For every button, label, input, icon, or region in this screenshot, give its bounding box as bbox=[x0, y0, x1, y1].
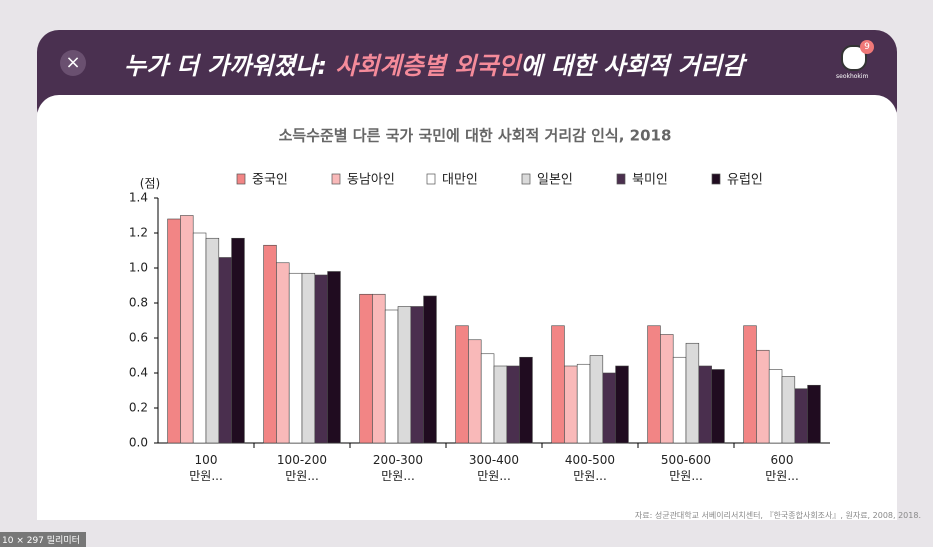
legend-swatch bbox=[616, 173, 626, 185]
bar bbox=[602, 372, 616, 444]
x-tick-label: 300-400 만원... bbox=[468, 453, 520, 483]
y-tick-label: 0.6 bbox=[129, 331, 148, 345]
x-tick-label: 100-200 만원... bbox=[276, 453, 328, 483]
bar bbox=[506, 365, 520, 444]
source: 자료: 성균관대학교 서베이리서치센터, 『한국종합사회조사』, 원자료, 20… bbox=[634, 511, 921, 520]
title-highlight: 사회계층별 외국인 bbox=[335, 52, 521, 80]
bar bbox=[359, 293, 373, 444]
bar bbox=[756, 349, 770, 444]
y-tick-label: 1.2 bbox=[129, 226, 148, 240]
legend-swatch bbox=[331, 173, 341, 185]
bar bbox=[493, 365, 508, 444]
bar bbox=[743, 325, 757, 444]
bar bbox=[231, 237, 245, 444]
bar bbox=[660, 334, 674, 444]
x-tick-label: 500-600 만원... bbox=[660, 453, 712, 483]
bar bbox=[589, 355, 604, 444]
bar bbox=[372, 293, 386, 444]
legend-swatch bbox=[426, 173, 436, 185]
y-axis-label: (점) bbox=[140, 177, 160, 191]
bar bbox=[698, 365, 712, 444]
x-tick-label: 200-300 만원... bbox=[372, 453, 424, 483]
legend-label: 유럽인 bbox=[727, 173, 763, 188]
bar bbox=[711, 369, 725, 444]
x-tick-label: 400-500 만원... bbox=[564, 453, 616, 483]
y-tick-label: 0.2 bbox=[129, 401, 148, 415]
bar bbox=[263, 244, 277, 444]
bar bbox=[192, 232, 207, 444]
user-name: seokhokim bbox=[836, 73, 869, 80]
bar bbox=[576, 363, 591, 444]
bar bbox=[794, 388, 808, 444]
bar bbox=[314, 274, 328, 444]
close-button[interactable]: × bbox=[60, 50, 86, 76]
bar bbox=[180, 215, 194, 444]
legend-swatch bbox=[711, 173, 721, 185]
legend-label: 북미인 bbox=[632, 173, 668, 188]
page-title: 누가 더 가까워졌나: 사회계층별 외국인에 대한 사회적 거리감 bbox=[124, 46, 744, 81]
bar bbox=[288, 272, 303, 444]
legend-label: 대만인 bbox=[442, 173, 478, 188]
legend-swatch bbox=[236, 173, 246, 185]
bar bbox=[807, 384, 821, 444]
badge: 9 bbox=[860, 40, 874, 54]
bar bbox=[276, 262, 290, 444]
bar bbox=[781, 376, 796, 444]
title-part: 에 대한 사회적 거리감 bbox=[520, 52, 745, 80]
bar bbox=[519, 356, 533, 444]
bar bbox=[647, 325, 661, 444]
bar bbox=[205, 237, 220, 444]
bar bbox=[423, 295, 437, 444]
chart-title: 소득수준별 다른 국가 국민에 대한 사회적 거리감 인식, 2018 bbox=[279, 127, 672, 145]
bar bbox=[672, 356, 687, 444]
legend-label: 중국인 bbox=[252, 173, 288, 188]
bar bbox=[564, 365, 578, 444]
x-tick-label: 600 만원... bbox=[765, 453, 799, 483]
bar bbox=[397, 306, 412, 444]
x-tick-label: 100 만원... bbox=[189, 453, 223, 483]
y-tick-label: 0.4 bbox=[129, 366, 148, 380]
y-tick-label: 0.0 bbox=[129, 436, 148, 450]
bar bbox=[685, 342, 700, 444]
bar bbox=[768, 369, 783, 444]
y-tick-label: 1.0 bbox=[129, 261, 148, 275]
bar bbox=[327, 271, 341, 444]
bar bbox=[301, 272, 316, 444]
title-part: 누가 더 가까워졌나: bbox=[124, 52, 336, 80]
bar bbox=[384, 309, 399, 444]
bar bbox=[468, 339, 482, 444]
y-tick-label: 1.4 bbox=[129, 191, 148, 205]
bar bbox=[551, 325, 565, 444]
legend-swatch bbox=[521, 173, 531, 185]
bar bbox=[167, 218, 181, 444]
bar bbox=[218, 257, 232, 444]
bar bbox=[615, 365, 629, 444]
legend-label: 일본인 bbox=[537, 173, 573, 188]
bar bbox=[455, 325, 469, 444]
bar bbox=[480, 353, 495, 444]
legend-label: 동남아인 bbox=[347, 173, 395, 188]
y-tick-label: 0.8 bbox=[129, 296, 148, 310]
bar bbox=[410, 306, 424, 444]
